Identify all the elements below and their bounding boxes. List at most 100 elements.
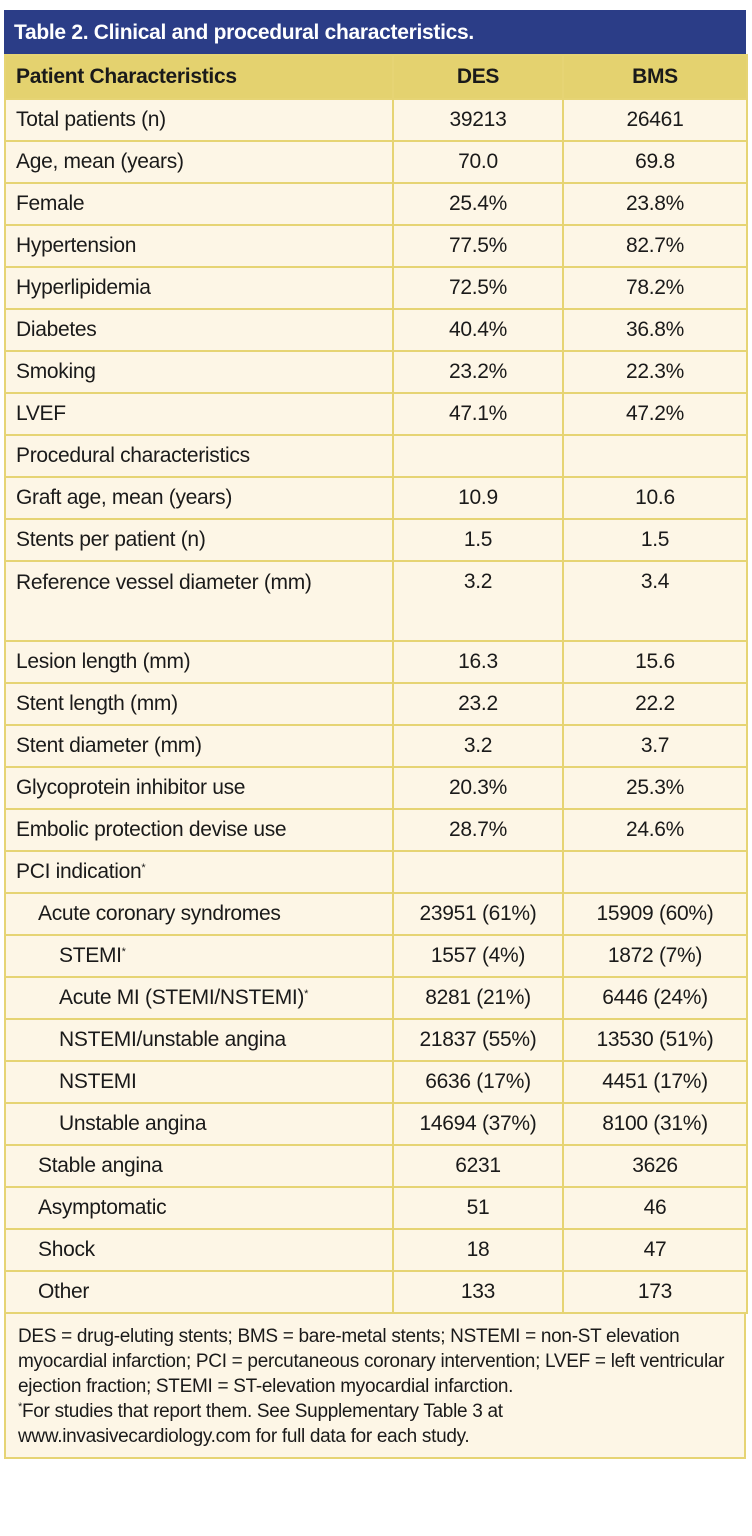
bms-value: 173 [562, 1270, 748, 1314]
table-row: STEMI* 1557 (4%) 1872 (7%) [4, 934, 748, 978]
table-row: Other 133 173 [4, 1270, 748, 1314]
des-value: 20.3% [392, 766, 564, 810]
row-label-text: LVEF [16, 402, 66, 425]
row-label-text: Glycoprotein inhibitor use [16, 776, 246, 799]
row-label-text: Unstable angina [59, 1112, 207, 1135]
table-row: Embolic protection devise use 28.7% 24.6% [4, 808, 748, 852]
des-value: 51 [392, 1186, 564, 1230]
bms-value: 78.2% [562, 266, 748, 310]
row-label: Embolic protection devise use [4, 808, 394, 852]
bms-value: 3626 [562, 1144, 748, 1188]
row-label: Other [4, 1270, 394, 1314]
table-row: Diabetes 40.4% 36.8% [4, 308, 748, 352]
row-label: Total patients (n) [4, 98, 394, 142]
row-label: NSTEMI/unstable angina [4, 1018, 394, 1062]
des-value: 47.1% [392, 392, 564, 436]
table-row: Stable angina 6231 3626 [4, 1144, 748, 1188]
row-label-text: Procedural characteristics [16, 444, 250, 467]
des-value: 21837 (55%) [392, 1018, 564, 1062]
table-row: Unstable angina 14694 (37%) 8100 (31%) [4, 1102, 748, 1146]
table-row: PCI indication* [4, 850, 748, 894]
row-label: Female [4, 182, 394, 226]
footnote-marker: * [121, 946, 126, 958]
bms-value: 6446 (24%) [562, 976, 748, 1020]
table-footnote: DES = drug-eluting stents; BMS = bare-me… [4, 1314, 746, 1459]
row-label-text: NSTEMI [59, 1070, 137, 1093]
row-label-text: Stents per patient (n) [16, 528, 206, 551]
row-label-text: Asymptomatic [38, 1196, 167, 1219]
row-label-text: Stable angina [38, 1154, 163, 1177]
row-label-text: Age, mean (years) [16, 150, 184, 173]
des-value: 28.7% [392, 808, 564, 852]
row-label-text: Total patients (n) [16, 108, 166, 131]
row-label: Diabetes [4, 308, 394, 352]
bms-value: 25.3% [562, 766, 748, 810]
table-row: NSTEMI 6636 (17%) 4451 (17%) [4, 1060, 748, 1104]
bms-value: 46 [562, 1186, 748, 1230]
header-bms: BMS [562, 54, 748, 100]
bms-value: 13530 (51%) [562, 1018, 748, 1062]
table-row: Stent length (mm) 23.2 22.2 [4, 682, 748, 726]
row-label: Hyperlipidemia [4, 266, 394, 310]
row-label: Unstable angina [4, 1102, 394, 1146]
row-label-text: Lesion length (mm) [16, 650, 191, 673]
des-value: 77.5% [392, 224, 564, 268]
bms-value: 15909 (60%) [562, 892, 748, 936]
table-row: Glycoprotein inhibitor use 20.3% 25.3% [4, 766, 748, 810]
bms-value [562, 434, 748, 478]
des-value [392, 850, 564, 894]
row-label-text: Hypertension [16, 234, 137, 257]
table-title: Table 2. Clinical and procedural charact… [4, 10, 746, 54]
table-row: Reference vessel diameter (mm) 3.2 3.4 [4, 560, 748, 642]
des-value: 18 [392, 1228, 564, 1272]
table-row: Asymptomatic 51 46 [4, 1186, 748, 1230]
row-label: Stable angina [4, 1144, 394, 1188]
characteristics-table: Patient Characteristics DES BMS Total pa… [4, 54, 748, 1314]
row-label-text: Female [16, 192, 85, 215]
table-row: Age, mean (years) 70.0 69.8 [4, 140, 748, 184]
row-label: Hypertension [4, 224, 394, 268]
row-label-text: STEMI [59, 944, 122, 967]
des-value: 1.5 [392, 518, 564, 562]
footnote-star: * [18, 1401, 22, 1413]
row-label: Shock [4, 1228, 394, 1272]
bms-value: 47.2% [562, 392, 748, 436]
row-label: Stent diameter (mm) [4, 724, 394, 768]
des-value: 40.4% [392, 308, 564, 352]
header-row: Patient Characteristics DES BMS [4, 54, 748, 100]
row-label: PCI indication* [4, 850, 394, 894]
footnote-marker: * [304, 988, 309, 1000]
table-row: Lesion length (mm) 16.3 15.6 [4, 640, 748, 684]
row-label: Lesion length (mm) [4, 640, 394, 684]
table-row: Acute MI (STEMI/NSTEMI)* 8281 (21%) 6446 (… [4, 976, 748, 1020]
des-value: 10.9 [392, 476, 564, 520]
des-value: 16.3 [392, 640, 564, 684]
bms-value: 3.7 [562, 724, 748, 768]
row-label-text: Diabetes [16, 318, 97, 341]
table-row: Procedural characteristics [4, 434, 748, 478]
row-label: Graft age, mean (years) [4, 476, 394, 520]
des-value [392, 434, 564, 478]
row-label: Acute coronary syndromes [4, 892, 394, 936]
des-value: 72.5% [392, 266, 564, 310]
table-row: Graft age, mean (years) 10.9 10.6 [4, 476, 748, 520]
footnote-note: *For studies that report them. See Suppl… [18, 1399, 732, 1449]
bms-value: 3.4 [562, 560, 748, 642]
row-label: Age, mean (years) [4, 140, 394, 184]
bms-value [562, 850, 748, 894]
row-label-text: Acute coronary syndromes [38, 902, 281, 925]
bms-value: 1872 (7%) [562, 934, 748, 978]
table-row: Total patients (n) 39213 26461 [4, 98, 748, 142]
bms-value: 47 [562, 1228, 748, 1272]
bms-value: 26461 [562, 98, 748, 142]
row-label-text: Other [38, 1280, 90, 1303]
bms-value: 82.7% [562, 224, 748, 268]
bms-value: 22.2 [562, 682, 748, 726]
table-row: Acute coronary syndromes 23951 (61%) 15909… [4, 892, 748, 936]
row-label: Smoking [4, 350, 394, 394]
row-label-text: Graft age, mean (years) [16, 486, 233, 509]
bms-value: 10.6 [562, 476, 748, 520]
des-value: 25.4% [392, 182, 564, 226]
des-value: 14694 (37%) [392, 1102, 564, 1146]
row-label: NSTEMI [4, 1060, 394, 1104]
